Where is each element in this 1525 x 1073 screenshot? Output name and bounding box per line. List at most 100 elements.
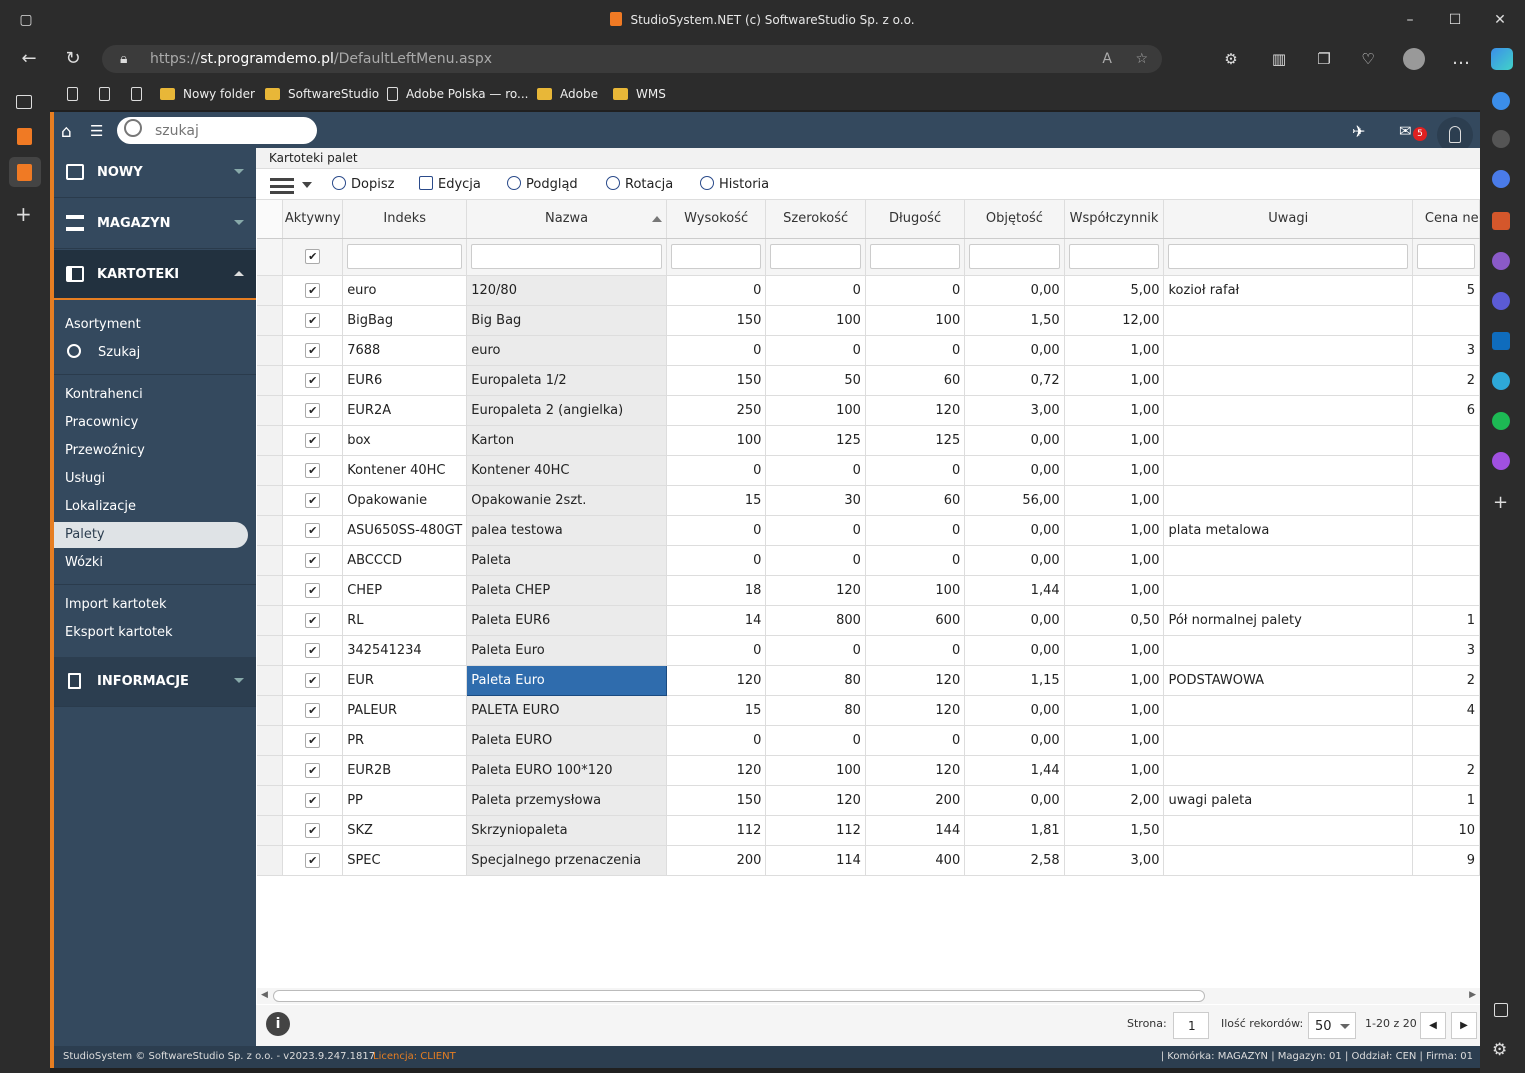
cell-aktywny[interactable]: ✔ bbox=[282, 815, 344, 846]
cell-dlugosc[interactable]: 0 bbox=[865, 455, 966, 486]
table-row[interactable]: ✔ BigBag Big Bag 150 100 100 1,50 12,00 bbox=[257, 305, 1480, 336]
cell-nazwa[interactable]: Europaleta 2 (angielka) bbox=[466, 395, 667, 426]
col-header-cena[interactable]: Cena ne bbox=[1412, 200, 1480, 239]
cell-wysokosc[interactable]: 15 bbox=[666, 485, 767, 516]
table-row[interactable]: ✔ EUR6 Europaleta 1/2 150 50 60 0,72 1,00 2 bbox=[257, 365, 1480, 396]
cell-dlugosc[interactable]: 125 bbox=[865, 425, 966, 456]
cell-wysokosc[interactable]: 0 bbox=[666, 515, 767, 546]
table-row[interactable]: ✔ CHEP Paleta CHEP 18 120 100 1,44 1,00 bbox=[257, 575, 1480, 606]
cell-aktywny[interactable]: ✔ bbox=[282, 485, 344, 516]
cell-uwagi[interactable]: uwagi paleta bbox=[1163, 785, 1413, 816]
col-header-wysokosc[interactable]: Wysokość bbox=[666, 200, 767, 239]
cell-objetosc[interactable]: 0,00 bbox=[964, 335, 1065, 366]
cell-objetosc[interactable]: 0,00 bbox=[964, 455, 1065, 486]
cell-wspolczynnik[interactable]: 1,00 bbox=[1064, 695, 1165, 726]
cell-uwagi[interactable] bbox=[1163, 455, 1413, 486]
cell-szerokosc[interactable]: 112 bbox=[765, 815, 866, 846]
cell-uwagi[interactable] bbox=[1163, 485, 1413, 516]
cell-uwagi[interactable] bbox=[1163, 575, 1413, 606]
cell-objetosc[interactable]: 1,15 bbox=[964, 665, 1065, 696]
checkbox-checked-icon[interactable]: ✔ bbox=[305, 612, 321, 628]
cell-szerokosc[interactable]: 114 bbox=[765, 845, 866, 876]
sidebar-item-palety[interactable]: Palety bbox=[54, 522, 248, 548]
cell-wspolczynnik[interactable]: 1,00 bbox=[1064, 455, 1165, 486]
checkbox-checked-icon[interactable]: ✔ bbox=[305, 492, 321, 508]
cell-cena[interactable] bbox=[1412, 725, 1480, 756]
cell-uwagi[interactable] bbox=[1163, 725, 1413, 756]
row-indicator[interactable] bbox=[257, 665, 284, 696]
col-header-aktywny[interactable]: Aktywny bbox=[282, 200, 344, 239]
cell-dlugosc[interactable]: 120 bbox=[865, 395, 966, 426]
cell-objetosc[interactable]: 56,00 bbox=[964, 485, 1065, 516]
sidebar-item-lokalizacje[interactable]: Lokalizacje bbox=[65, 499, 137, 514]
cell-szerokosc[interactable]: 0 bbox=[765, 275, 866, 306]
checkbox-checked-icon[interactable]: ✔ bbox=[305, 792, 321, 808]
table-row[interactable]: ✔ PALEUR PALETA EURO 15 80 120 0,00 1,00 4 bbox=[257, 695, 1480, 726]
cell-cena[interactable] bbox=[1412, 485, 1480, 516]
home-icon[interactable]: ⌂ bbox=[61, 122, 72, 142]
cell-aktywny[interactable]: ✔ bbox=[282, 635, 344, 666]
cell-cena[interactable] bbox=[1412, 305, 1480, 336]
cell-uwagi[interactable]: kozioł rafał bbox=[1163, 275, 1413, 306]
cell-wysokosc[interactable]: 112 bbox=[666, 815, 767, 846]
mail-icon[interactable]: ✉ bbox=[1399, 122, 1412, 140]
sidebar-section-informacje[interactable]: INFORMACJE bbox=[54, 657, 256, 707]
row-indicator[interactable] bbox=[257, 695, 284, 726]
refresh-icon[interactable]: ↻ bbox=[65, 48, 81, 69]
bookmark-page-icon[interactable] bbox=[67, 86, 78, 102]
hide-sidebar-icon[interactable] bbox=[1494, 1003, 1508, 1017]
shopping-icon[interactable] bbox=[1492, 170, 1510, 188]
sidebar-item-kontrahenci[interactable]: Kontrahenci bbox=[65, 387, 143, 402]
cell-dlugosc[interactable]: 144 bbox=[865, 815, 966, 846]
messenger-icon[interactable] bbox=[1492, 452, 1510, 470]
cell-aktywny[interactable]: ✔ bbox=[282, 755, 344, 786]
bookmark-folder-2[interactable]: SoftwareStudio bbox=[265, 86, 379, 102]
cell-aktywny[interactable]: ✔ bbox=[282, 515, 344, 546]
filter-objetosc-input[interactable] bbox=[969, 244, 1060, 269]
cell-cena[interactable] bbox=[1412, 545, 1480, 576]
row-indicator[interactable] bbox=[257, 575, 284, 606]
cell-wspolczynnik[interactable]: 2,00 bbox=[1064, 785, 1165, 816]
workspaces-icon[interactable]: ▢ bbox=[19, 12, 33, 28]
cell-aktywny[interactable]: ✔ bbox=[282, 695, 344, 726]
table-row[interactable]: ✔ box Karton 100 125 125 0,00 1,00 bbox=[257, 425, 1480, 456]
cell-wspolczynnik[interactable]: 1,00 bbox=[1064, 365, 1165, 396]
cell-wysokosc[interactable]: 14 bbox=[666, 605, 767, 636]
checkbox-checked-icon[interactable]: ✔ bbox=[305, 402, 321, 418]
cell-dlugosc[interactable]: 0 bbox=[865, 275, 966, 306]
cell-uwagi[interactable] bbox=[1163, 395, 1413, 426]
cell-szerokosc[interactable]: 100 bbox=[765, 305, 866, 336]
cell-objetosc[interactable]: 0,72 bbox=[964, 365, 1065, 396]
cell-nazwa[interactable]: Paleta bbox=[466, 545, 667, 576]
cell-wysokosc[interactable]: 15 bbox=[666, 695, 767, 726]
tools-icon[interactable] bbox=[1492, 212, 1510, 230]
col-header-szerokosc[interactable]: Szerokość bbox=[765, 200, 866, 239]
cell-indeks[interactable]: PALEUR bbox=[342, 695, 468, 726]
cell-uwagi[interactable] bbox=[1163, 425, 1413, 456]
cell-wspolczynnik[interactable]: 1,00 bbox=[1064, 395, 1165, 426]
cell-wspolczynnik[interactable]: 1,00 bbox=[1064, 665, 1165, 696]
cell-wysokosc[interactable]: 0 bbox=[666, 335, 767, 366]
cell-dlugosc[interactable]: 0 bbox=[865, 635, 966, 666]
cell-szerokosc[interactable]: 50 bbox=[765, 365, 866, 396]
cell-nazwa[interactable]: Paleta CHEP bbox=[466, 575, 667, 606]
filter-wysokosc-input[interactable] bbox=[670, 244, 762, 269]
sidebar-section-magazyn[interactable]: MAGAZYN bbox=[54, 199, 256, 249]
podglad-button[interactable]: Podgląd bbox=[507, 176, 578, 192]
filter-szerokosc-input[interactable] bbox=[770, 244, 861, 269]
checkbox-checked-icon[interactable]: ✔ bbox=[305, 342, 321, 358]
cell-indeks[interactable]: 7688 bbox=[342, 335, 468, 366]
cell-objetosc[interactable]: 0,00 bbox=[964, 425, 1065, 456]
cell-wspolczynnik[interactable]: 1,00 bbox=[1064, 635, 1165, 666]
favorite-star-icon[interactable]: ☆ bbox=[1135, 51, 1148, 67]
row-indicator[interactable] bbox=[257, 605, 284, 636]
cell-objetosc[interactable]: 0,00 bbox=[964, 545, 1065, 576]
table-row[interactable]: ✔ ABCCCD Paleta 0 0 0 0,00 1,00 bbox=[257, 545, 1480, 576]
split-screen-icon[interactable]: ▥ bbox=[1271, 50, 1287, 68]
search-input[interactable] bbox=[155, 121, 305, 141]
cell-indeks[interactable]: EUR6 bbox=[342, 365, 468, 396]
cell-szerokosc[interactable]: 0 bbox=[765, 335, 866, 366]
checkbox-checked-icon[interactable]: ✔ bbox=[305, 822, 321, 838]
cell-objetosc[interactable]: 0,00 bbox=[964, 515, 1065, 546]
table-row[interactable]: ✔ ASU650SS-480GT palea testowa 0 0 0 0,00 1,00 p… bbox=[257, 515, 1480, 546]
